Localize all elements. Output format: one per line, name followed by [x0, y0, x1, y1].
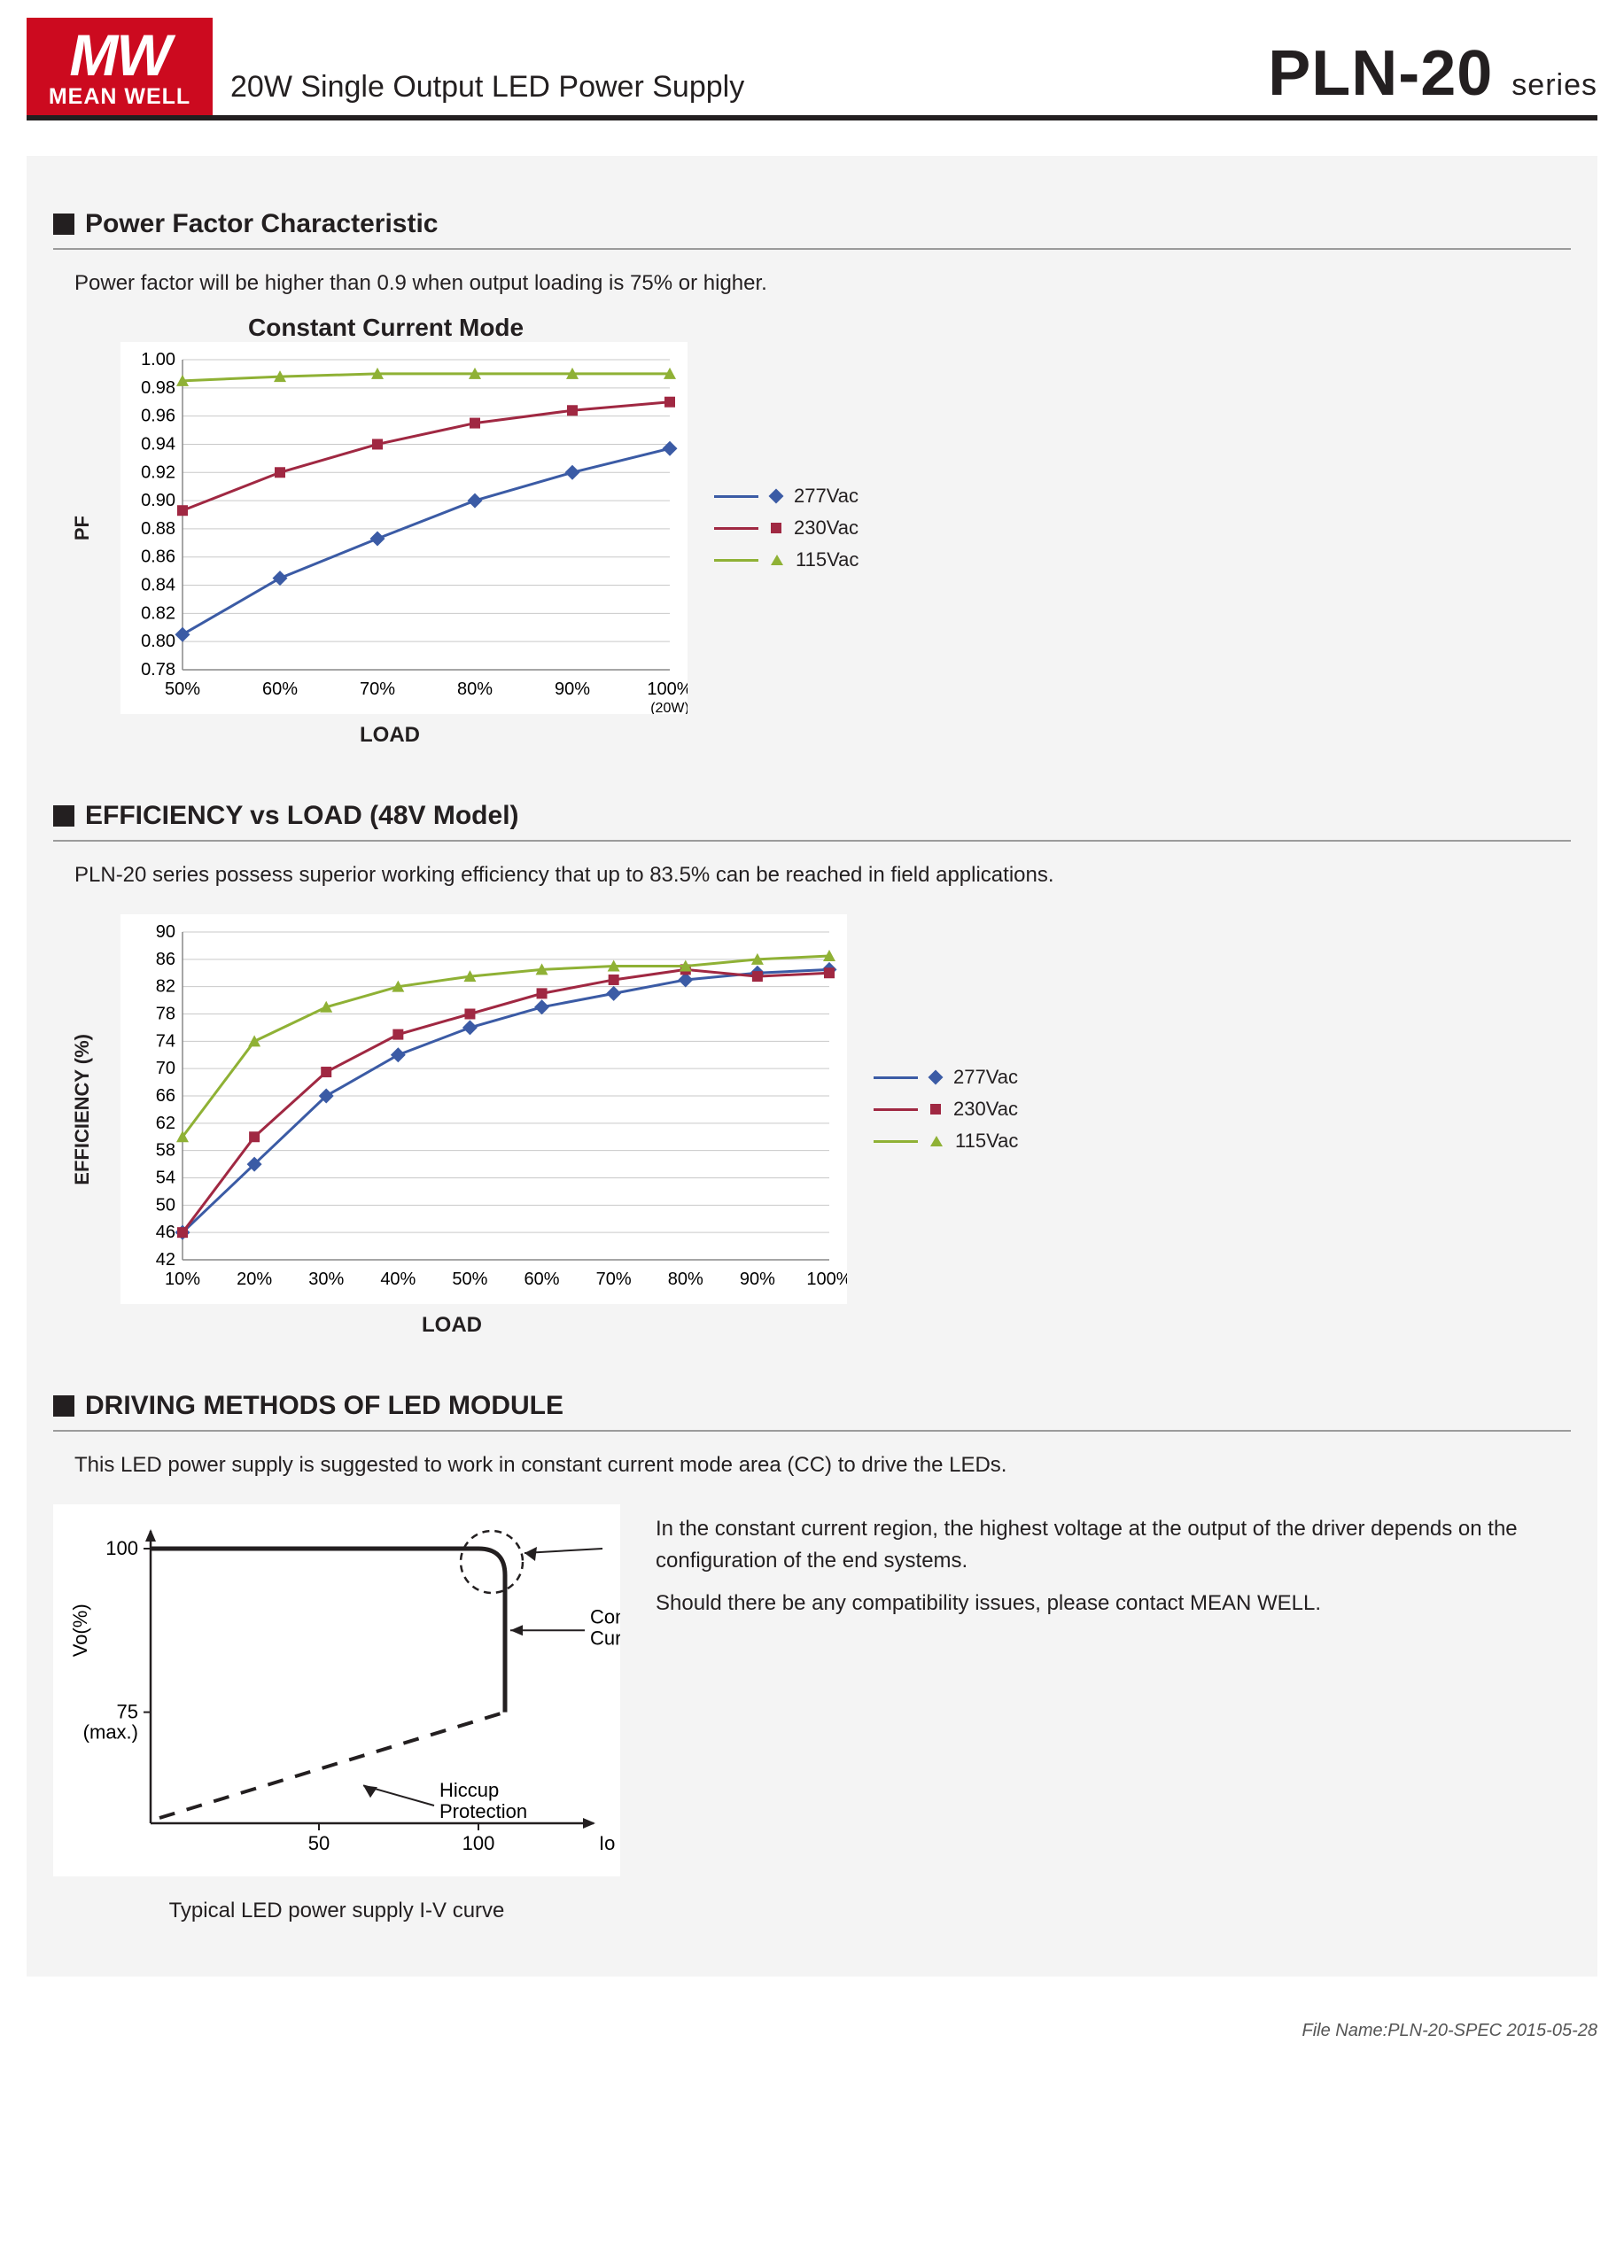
svg-text:Hiccup: Hiccup — [439, 1779, 499, 1801]
iv-curve-block: 100 75(max.) Vo(%) 50 100 Io (%) ConstantCurre… — [53, 1504, 620, 1923]
legend-item: 115Vac — [874, 1130, 1018, 1153]
legend-item: 277Vac — [714, 485, 859, 508]
svg-text:Protection: Protection — [439, 1800, 527, 1822]
svg-text:60%: 60% — [524, 1270, 560, 1289]
svg-text:1.00: 1.00 — [141, 350, 175, 369]
section-title-drive: DRIVING METHODS OF LED MODULE — [53, 1391, 1571, 1421]
model-code: PLN-20 — [1268, 38, 1493, 109]
drive-title-text: DRIVING METHODS OF LED MODULE — [85, 1391, 563, 1421]
svg-text:50: 50 — [308, 1832, 330, 1854]
svg-text:70%: 70% — [596, 1270, 632, 1289]
svg-text:46: 46 — [156, 1223, 175, 1242]
svg-text:70: 70 — [156, 1059, 175, 1078]
section-title-eff: EFFICIENCY vs LOAD (48V Model) — [53, 801, 1571, 831]
pf-legend: 277Vac 230Vac 115Vac — [714, 476, 859, 580]
svg-text:100%: 100% — [647, 680, 688, 699]
pf-description: Power factor will be higher than 0.9 whe… — [74, 271, 1571, 296]
svg-text:90: 90 — [156, 922, 175, 942]
svg-text:Constant: Constant — [590, 1605, 620, 1627]
page-subtitle: 20W Single Output LED Power Supply — [230, 70, 1250, 110]
iv-text-1: In the constant current region, the high… — [656, 1513, 1571, 1577]
svg-text:100: 100 — [462, 1832, 495, 1854]
svg-text:100%: 100% — [806, 1270, 847, 1289]
iv-text-2: Should there be any compatibility issues… — [656, 1588, 1571, 1619]
pf-y-label: PF — [71, 516, 94, 540]
eff-description: PLN-20 series possess superior working e… — [74, 863, 1571, 888]
pf-chart-title: Constant Current Mode — [248, 314, 1571, 342]
svg-text:80%: 80% — [668, 1270, 703, 1289]
svg-text:0.94: 0.94 — [141, 434, 175, 454]
svg-text:50%: 50% — [452, 1270, 487, 1289]
series-label: series — [1511, 68, 1597, 102]
svg-text:0.80: 0.80 — [141, 632, 175, 651]
svg-text:Io (%): Io (%) — [599, 1832, 620, 1854]
svg-text:42: 42 — [156, 1250, 175, 1270]
bullet-icon — [53, 214, 74, 235]
pf-chart: 1.00 0.98 0.96 0.94 0.92 0.90 0.88 0.86 0.84 0.82… — [120, 342, 688, 714]
logo: MW MEAN WELL — [27, 18, 213, 115]
svg-text:(max.): (max.) — [83, 1721, 138, 1744]
eff-chart: 90 86 82 78 74 70 66 62 58 54 50 46 4210% 20% 30% 40% 50… — [120, 914, 847, 1304]
eff-title-text: EFFICIENCY vs LOAD (48V Model) — [85, 801, 519, 831]
iv-explanation: In the constant current region, the high… — [656, 1504, 1571, 1619]
svg-text:74: 74 — [156, 1031, 175, 1051]
svg-text:0.98: 0.98 — [141, 378, 175, 398]
svg-text:100: 100 — [105, 1537, 138, 1559]
legend-item: 277Vac — [874, 1066, 1018, 1089]
content-area: Power Factor Characteristic Power factor… — [27, 156, 1597, 1977]
svg-text:86: 86 — [156, 950, 175, 969]
eff-legend: 277Vac 230Vac 115Vac — [874, 1057, 1018, 1161]
svg-text:78: 78 — [156, 1005, 175, 1024]
svg-text:60%: 60% — [262, 680, 298, 699]
svg-text:54: 54 — [156, 1169, 175, 1188]
footer-filename: File Name:PLN-20-SPEC 2015-05-28 — [27, 2021, 1597, 2041]
svg-text:20%: 20% — [237, 1270, 272, 1289]
svg-text:0.82: 0.82 — [141, 603, 175, 623]
legend-item: 115Vac — [714, 548, 859, 571]
section-title-pf: Power Factor Characteristic — [53, 209, 1571, 239]
svg-text:58: 58 — [156, 1141, 175, 1161]
legend-item: 230Vac — [874, 1098, 1018, 1121]
svg-text:40%: 40% — [380, 1270, 416, 1289]
svg-text:0.84: 0.84 — [141, 576, 175, 595]
eff-y-label: EFFICIENCY (%) — [71, 1034, 94, 1185]
legend-item: 230Vac — [714, 517, 859, 540]
svg-text:0.90: 0.90 — [141, 491, 175, 510]
svg-text:0.92: 0.92 — [141, 462, 175, 482]
svg-text:90%: 90% — [555, 680, 590, 699]
svg-text:0.78: 0.78 — [141, 660, 175, 680]
svg-text:66: 66 — [156, 1086, 175, 1106]
svg-text:0.96: 0.96 — [141, 407, 175, 426]
svg-text:30%: 30% — [308, 1270, 344, 1289]
pf-title-text: Power Factor Characteristic — [85, 209, 438, 239]
bullet-icon — [53, 805, 74, 827]
svg-text:70%: 70% — [360, 680, 395, 699]
svg-text:75: 75 — [117, 1701, 138, 1723]
svg-text:50%: 50% — [165, 680, 200, 699]
logo-text: MW — [69, 26, 169, 84]
logo-subtext: MEAN WELL — [49, 86, 190, 108]
iv-curve-chart: 100 75(max.) Vo(%) 50 100 Io (%) ConstantCurre… — [53, 1504, 620, 1876]
svg-text:62: 62 — [156, 1114, 175, 1133]
svg-text:Vo(%): Vo(%) — [69, 1604, 91, 1657]
svg-text:80%: 80% — [457, 680, 493, 699]
svg-text:82: 82 — [156, 977, 175, 997]
svg-text:90%: 90% — [740, 1270, 775, 1289]
iv-caption: Typical LED power supply I-V curve — [53, 1899, 620, 1923]
pf-x-label: LOAD — [53, 723, 727, 748]
drive-description: This LED power supply is suggested to wo… — [74, 1453, 1571, 1478]
svg-text:10%: 10% — [165, 1270, 200, 1289]
svg-text:0.86: 0.86 — [141, 548, 175, 567]
svg-text:Current area: Current area — [590, 1627, 620, 1649]
svg-text:(20W): (20W) — [650, 701, 688, 714]
model-name: PLN-20 series — [1268, 37, 1597, 110]
svg-text:0.88: 0.88 — [141, 519, 175, 539]
bullet-icon — [53, 1395, 74, 1417]
svg-text:50: 50 — [156, 1195, 175, 1215]
eff-x-label: LOAD — [53, 1313, 851, 1338]
page-header: MW MEAN WELL 20W Single Output LED Power… — [27, 18, 1597, 120]
